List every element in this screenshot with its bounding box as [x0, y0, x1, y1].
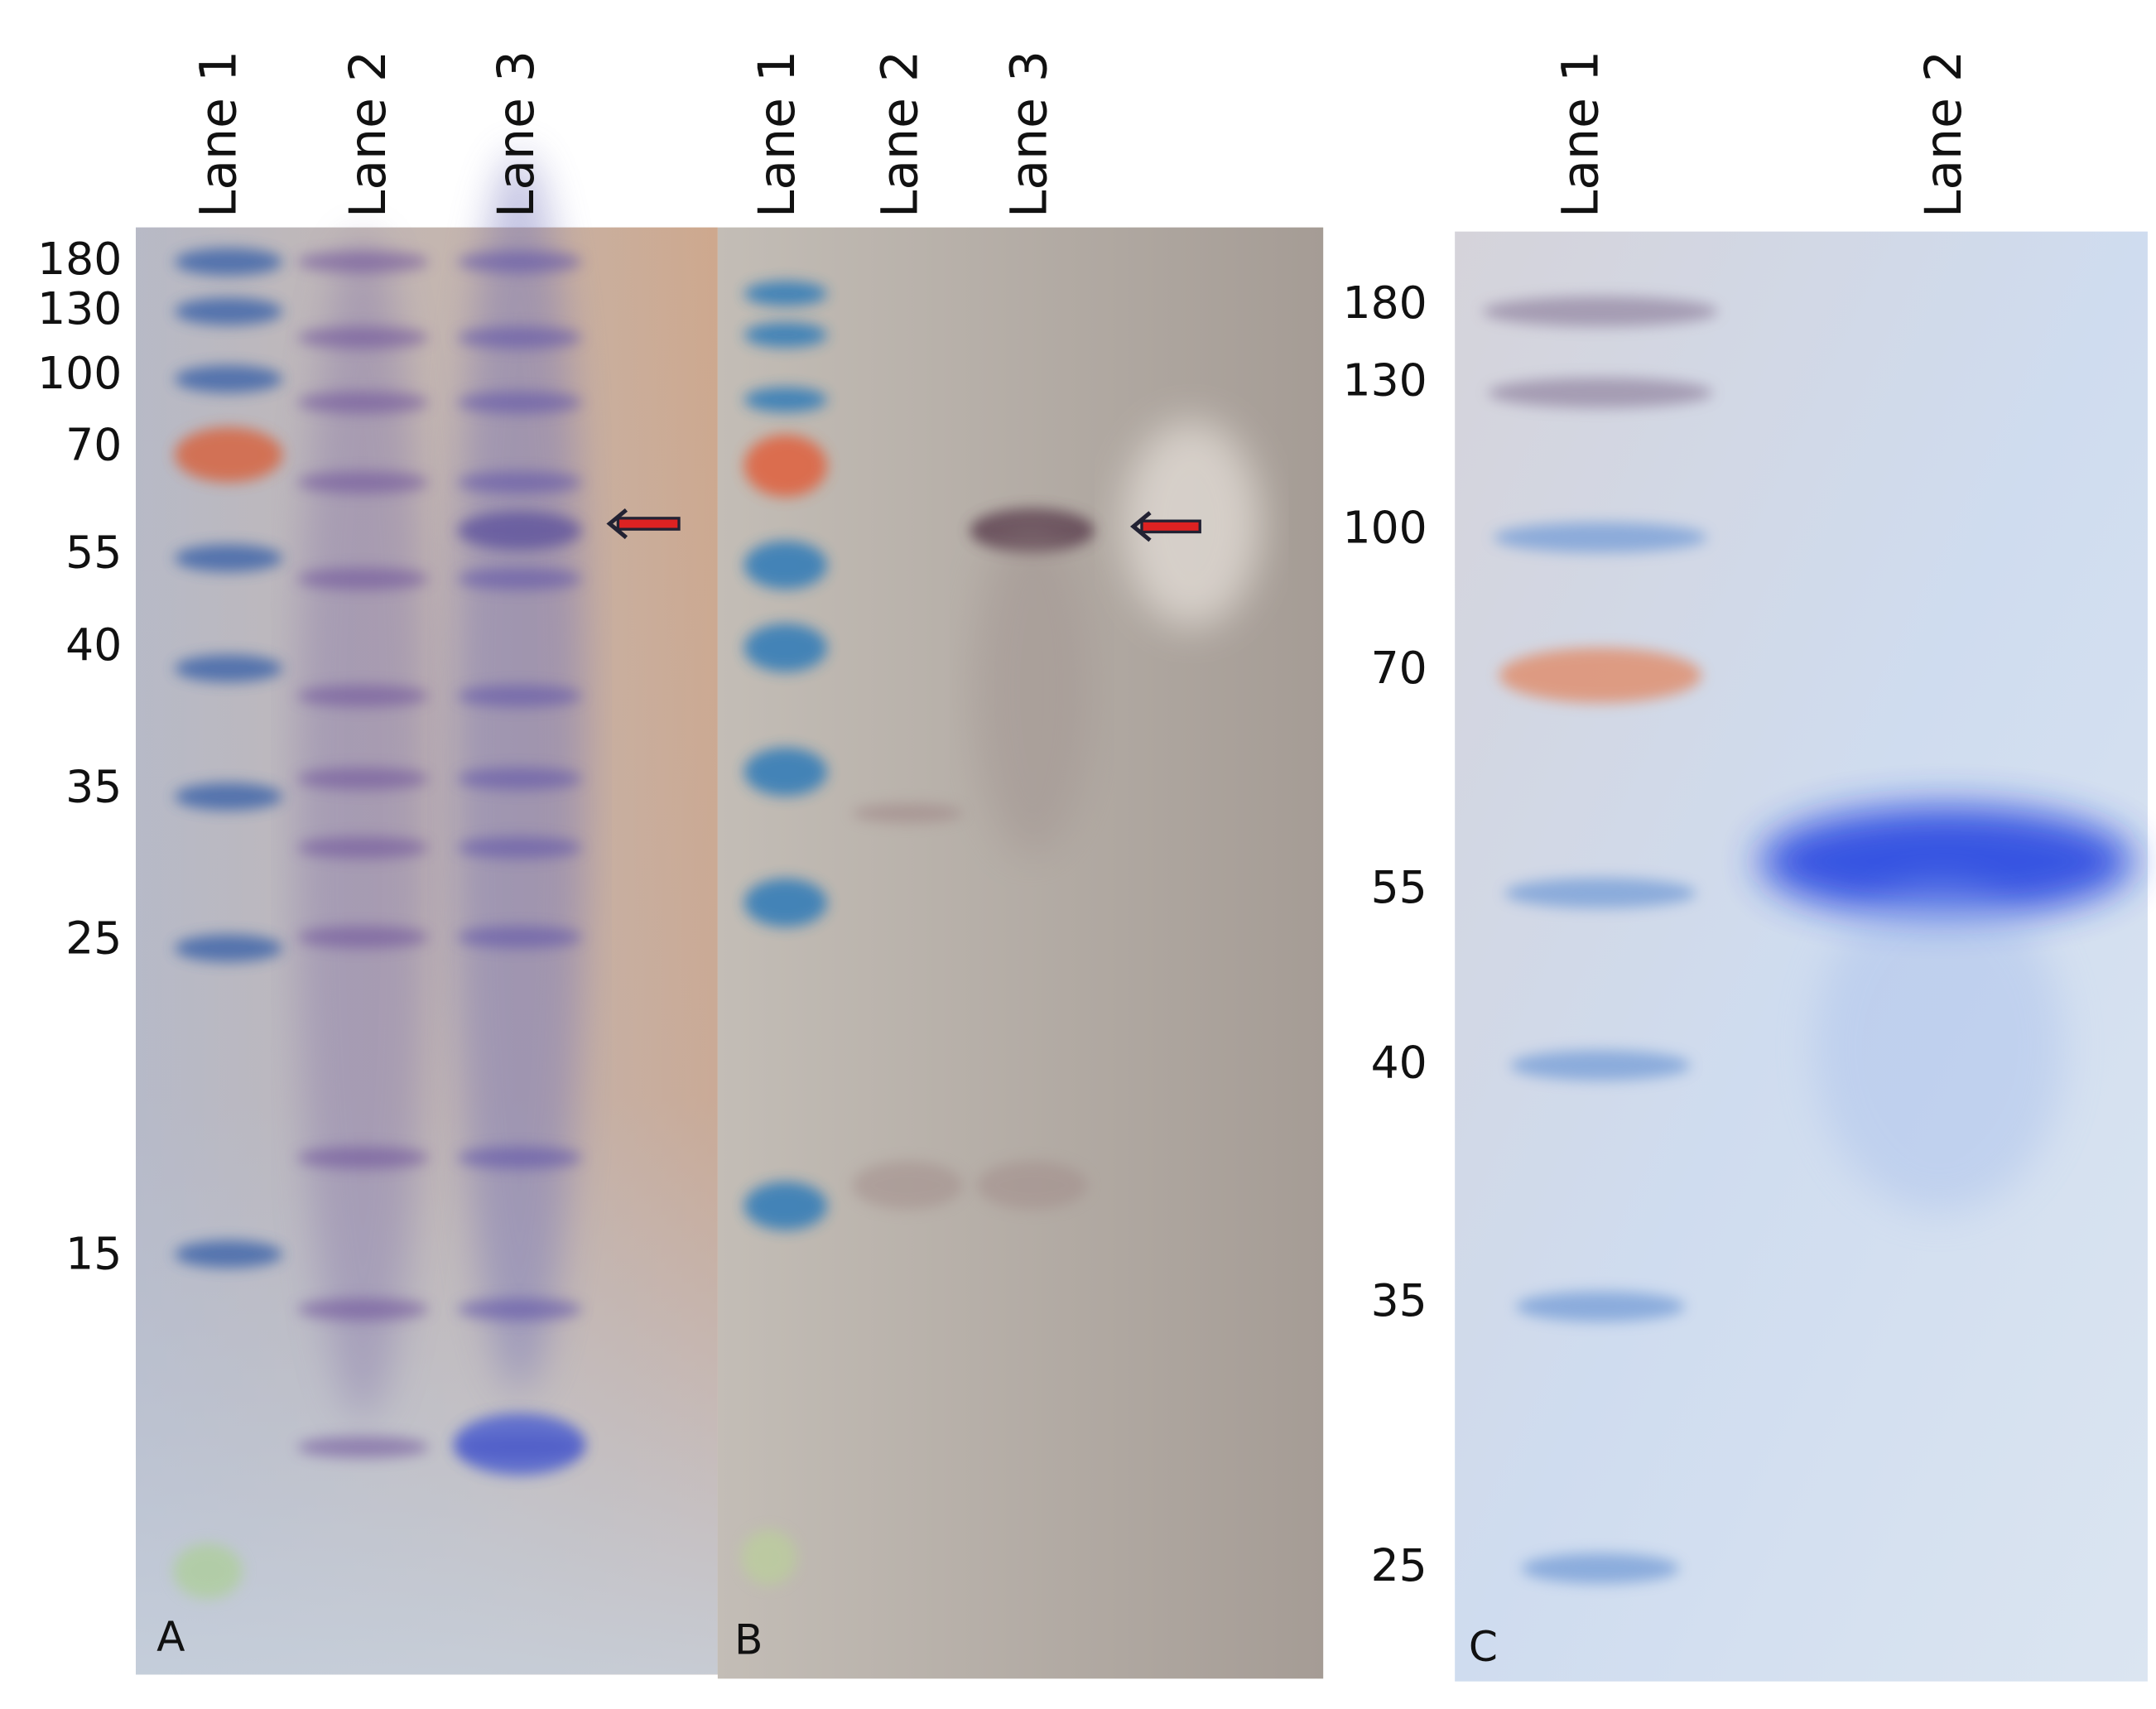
band: [1759, 806, 2134, 917]
bands: [173, 152, 2134, 1599]
marker-label: 35: [1371, 1274, 1427, 1326]
band: [852, 803, 964, 823]
band: [296, 233, 429, 1420]
figure-body: Lane 1 Lane 2 Lane 3A180130100705540352515…: [37, 51, 2148, 1682]
band: [296, 1297, 429, 1321]
band: [296, 768, 429, 790]
lane-label: Lane 2: [872, 51, 930, 218]
band: [1494, 522, 1707, 553]
marker-label: 70: [1371, 642, 1427, 694]
marker-label: 35: [65, 760, 122, 812]
band: [296, 1146, 429, 1169]
band: [1504, 878, 1696, 908]
band: [457, 926, 582, 949]
band: [296, 926, 429, 949]
band: [457, 685, 582, 707]
band: [174, 934, 283, 962]
band: [744, 281, 828, 306]
panel-label: C: [1469, 1623, 1498, 1671]
marker-label: 130: [37, 282, 122, 335]
lane-label: Lane 1: [1552, 51, 1610, 218]
band: [1499, 647, 1702, 703]
band: [457, 1297, 582, 1321]
band: [744, 747, 828, 797]
band: [457, 511, 582, 551]
marker-label: 100: [37, 347, 122, 399]
lane-label: Lane 3: [488, 51, 546, 218]
marker-label: 100: [1343, 502, 1427, 554]
marker-label: 40: [1371, 1036, 1427, 1088]
arrow: [606, 508, 681, 540]
band: [1815, 882, 2065, 1213]
band: [457, 567, 582, 590]
panel-label: A: [156, 1613, 185, 1661]
marker-label: 40: [65, 619, 122, 671]
band: [174, 426, 283, 483]
panel-label: B: [734, 1616, 763, 1664]
band: [1515, 1291, 1685, 1322]
band: [296, 391, 429, 414]
band: [457, 250, 582, 273]
band: [457, 471, 582, 493]
band: [744, 435, 828, 498]
lane-label: Lane 3: [1000, 51, 1058, 218]
band: [1488, 378, 1713, 408]
band: [174, 248, 283, 276]
marker-label: 180: [37, 233, 122, 285]
band: [174, 297, 283, 325]
band: [174, 654, 283, 682]
marker-label: 130: [1343, 354, 1427, 406]
marker-label: 55: [1371, 861, 1427, 913]
band: [741, 1529, 797, 1586]
band: [173, 1543, 243, 1599]
lane-label: Lane 1: [748, 51, 806, 218]
band: [174, 544, 283, 572]
lane-label: Lane 2: [1915, 51, 1973, 218]
band: [976, 1161, 1088, 1210]
labels: Lane 1 Lane 2 Lane 3A180130100705540352515…: [37, 51, 1973, 1671]
marker-label: 25: [1371, 1539, 1427, 1591]
band: [852, 1161, 964, 1210]
marker-label: 180: [1343, 277, 1427, 329]
band: [744, 623, 828, 672]
band: [1510, 1050, 1691, 1081]
band: [296, 326, 429, 349]
band: [457, 391, 582, 414]
band: [1482, 296, 1719, 327]
band: [744, 322, 828, 348]
band: [296, 471, 429, 493]
band: [457, 836, 582, 859]
band: [457, 1146, 582, 1169]
band: [296, 836, 429, 859]
band: [744, 879, 828, 927]
band: [296, 567, 429, 590]
band: [296, 1436, 429, 1459]
lane-label: Lane 2: [339, 51, 397, 218]
band: [973, 523, 1091, 854]
band: [174, 1240, 283, 1269]
lane-label: Lane 1: [190, 51, 248, 218]
band: [744, 387, 828, 412]
band: [457, 768, 582, 790]
band: [454, 1413, 586, 1476]
marker-label: 55: [65, 527, 122, 579]
band: [174, 365, 283, 393]
band: [744, 541, 828, 590]
marker-label: 25: [65, 912, 122, 965]
band: [296, 685, 429, 707]
band: [744, 1182, 828, 1230]
band: [296, 250, 429, 273]
marker-label: 70: [65, 419, 122, 471]
band: [174, 782, 283, 811]
marker-label: 15: [65, 1228, 122, 1280]
band: [457, 326, 582, 349]
band: [1521, 1553, 1680, 1584]
arrow: [1130, 511, 1201, 542]
